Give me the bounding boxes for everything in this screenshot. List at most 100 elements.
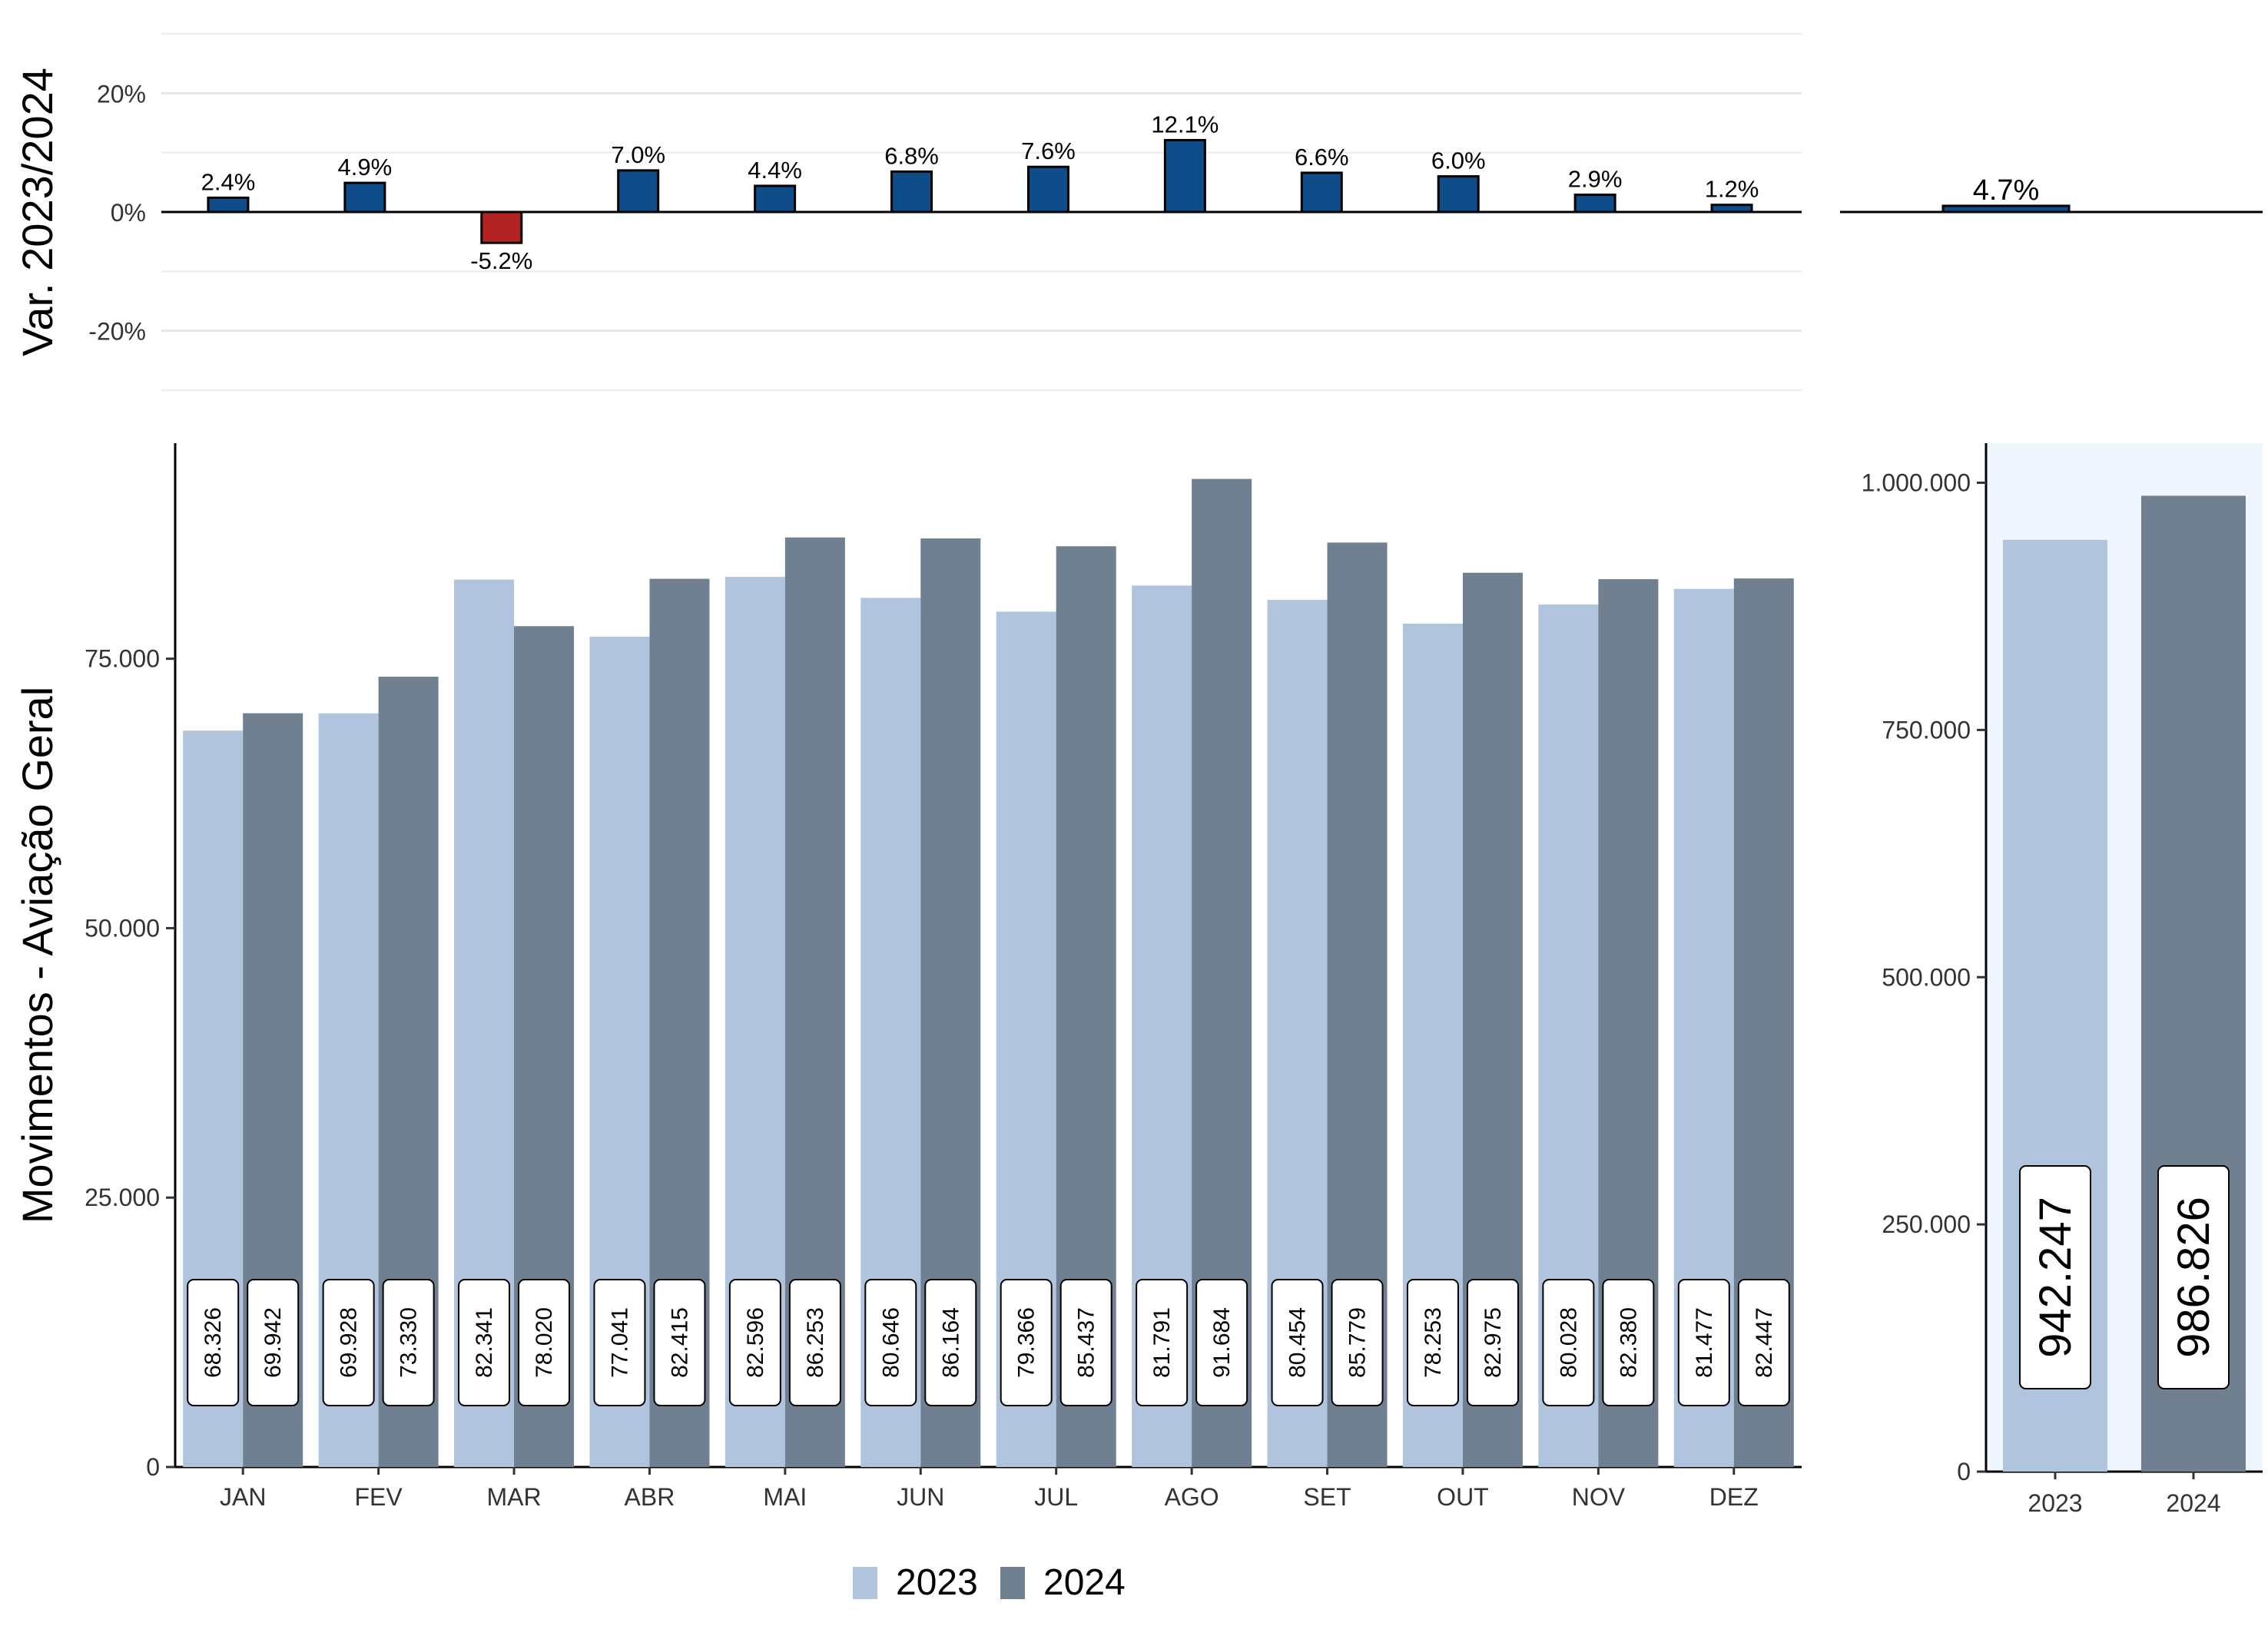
x-tick-label: JUN xyxy=(897,1483,944,1511)
data-label-box xyxy=(1466,1279,1519,1406)
data-label: 81.477 xyxy=(1692,1307,1717,1378)
y-tick-label: 500.000 xyxy=(1882,963,1971,991)
y-tick-label: 0 xyxy=(1957,1458,1971,1485)
data-label: 86.164 xyxy=(938,1307,963,1378)
data-label-box xyxy=(1602,1279,1655,1406)
data-label-box xyxy=(1000,1279,1053,1406)
data-label: 68.326 xyxy=(201,1307,226,1378)
variation-label: 6.6% xyxy=(1295,144,1349,171)
data-label: 82.341 xyxy=(472,1307,497,1378)
variation-label: -5.2% xyxy=(470,247,532,274)
variation-label: 7.6% xyxy=(1021,137,1076,164)
data-label: 73.330 xyxy=(396,1307,422,1378)
data-label-box xyxy=(1271,1279,1324,1406)
data-label: 82.596 xyxy=(743,1307,768,1378)
legend-label-2024: 2024 xyxy=(1043,1562,1126,1603)
data-label-box xyxy=(788,1279,841,1406)
y-tick-label: 20% xyxy=(97,80,146,108)
y-tick-label: 75.000 xyxy=(85,645,160,673)
data-label: 85.437 xyxy=(1074,1307,1099,1378)
data-label-box xyxy=(1136,1279,1189,1406)
variation-label: 4.4% xyxy=(748,157,802,184)
variation-bar xyxy=(754,184,797,214)
y-tick-label: 50.000 xyxy=(85,914,160,942)
x-tick-label: SET xyxy=(1303,1483,1351,1511)
legend-swatch-2024 xyxy=(1000,1567,1025,1599)
data-label: 82.447 xyxy=(1752,1307,1777,1378)
total-variation-bar xyxy=(1941,204,2071,214)
data-label: 78.253 xyxy=(1421,1307,1446,1378)
y-tick-label: 250.000 xyxy=(1882,1210,1971,1238)
y-tick-label: 0% xyxy=(111,199,146,227)
legend: 2023 2024 xyxy=(853,1562,1126,1603)
x-tick-label: ABR xyxy=(625,1483,675,1511)
variation-label: 6.0% xyxy=(1431,147,1486,174)
total-label: 942.247 xyxy=(2031,1197,2081,1358)
data-label: 82.975 xyxy=(1480,1307,1506,1378)
legend-swatch-2023 xyxy=(853,1567,877,1599)
data-label-box xyxy=(322,1279,375,1406)
data-label: 82.415 xyxy=(667,1307,692,1378)
data-label: 85.779 xyxy=(1345,1307,1371,1378)
total-label: 986.826 xyxy=(2169,1197,2219,1358)
variation-bar xyxy=(1163,138,1206,214)
variation-bar xyxy=(343,181,386,214)
data-label: 77.041 xyxy=(607,1307,632,1378)
data-label: 80.646 xyxy=(878,1307,904,1378)
legend-label-2023: 2023 xyxy=(896,1562,978,1603)
data-label-box xyxy=(653,1279,706,1406)
data-label-box xyxy=(593,1279,646,1406)
x-tick-label: MAI xyxy=(763,1483,807,1511)
variation-bar xyxy=(1573,194,1616,214)
data-label-box xyxy=(382,1279,435,1406)
data-label: 78.020 xyxy=(532,1307,557,1378)
total-label-box xyxy=(2019,1165,2091,1389)
variation-label: 2.4% xyxy=(201,168,256,195)
variation-bar xyxy=(1437,175,1480,214)
data-label: 81.791 xyxy=(1149,1307,1175,1378)
x-tick-label: JUL xyxy=(1034,1483,1078,1511)
x-tick-label: JAN xyxy=(220,1483,266,1511)
y-tick-label: 0 xyxy=(146,1453,160,1481)
variation-label: 7.0% xyxy=(611,141,665,168)
data-label-box xyxy=(1406,1279,1459,1406)
variation-label: 6.8% xyxy=(884,142,939,169)
y-tick-label: -20% xyxy=(88,318,146,346)
variation-label: 4.9% xyxy=(338,154,393,180)
y-tick-label: 1.000.000 xyxy=(1862,469,1971,497)
data-label: 86.253 xyxy=(803,1307,828,1378)
data-label-box xyxy=(1059,1279,1112,1406)
data-label-box xyxy=(1195,1279,1248,1406)
variation-bar xyxy=(480,210,523,244)
x-tick-label: 2024 xyxy=(2166,1489,2220,1517)
y-axis-title: Var. 2023/2024 xyxy=(13,68,61,356)
data-label: 82.380 xyxy=(1616,1307,1641,1378)
x-tick-label: MAR xyxy=(486,1483,541,1511)
data-label-box xyxy=(187,1279,240,1406)
data-label-box xyxy=(1677,1279,1730,1406)
data-label: 69.942 xyxy=(260,1307,286,1378)
variation-bar xyxy=(617,169,660,214)
data-label-box xyxy=(518,1279,571,1406)
y-tick-label: 25.000 xyxy=(85,1184,160,1211)
y-tick-label: 750.000 xyxy=(1882,716,1971,743)
variation-label: 12.1% xyxy=(1151,111,1219,137)
x-tick-label: FEV xyxy=(355,1483,403,1511)
x-tick-label: 2023 xyxy=(2028,1489,2082,1517)
data-label-box xyxy=(864,1279,917,1406)
variation-bar xyxy=(890,170,933,214)
data-label: 79.366 xyxy=(1014,1307,1040,1378)
y-axis-title: Movimentos - Aviação Geral xyxy=(13,687,61,1224)
data-label-box xyxy=(247,1279,300,1406)
data-label: 80.454 xyxy=(1285,1307,1311,1378)
x-tick-label: OUT xyxy=(1437,1483,1489,1511)
total-label-box xyxy=(2157,1165,2230,1389)
data-label-box xyxy=(1331,1279,1384,1406)
data-label: 80.028 xyxy=(1556,1307,1581,1378)
data-label: 69.928 xyxy=(337,1307,362,1378)
data-label-box xyxy=(728,1279,781,1406)
variation-label: 2.9% xyxy=(1568,166,1623,193)
variation-bar xyxy=(1026,165,1069,214)
